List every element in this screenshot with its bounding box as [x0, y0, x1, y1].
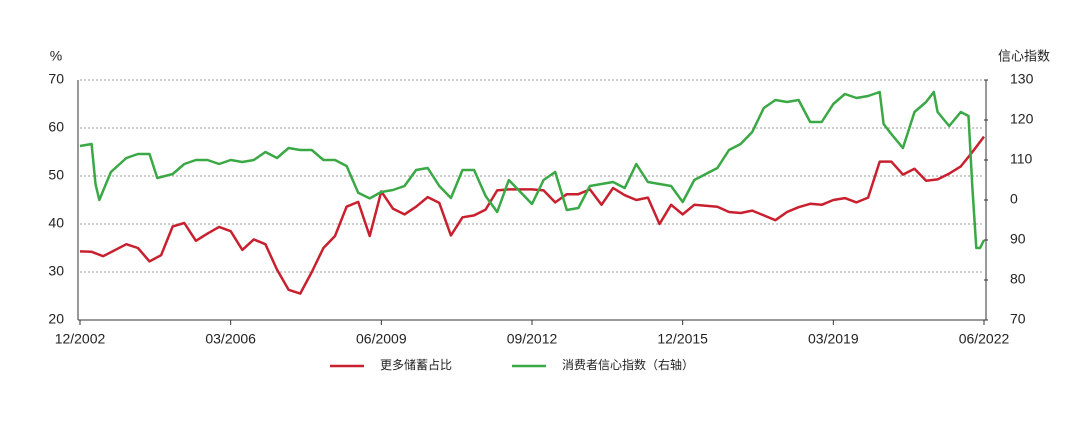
- x-tick-label: 06/2022: [959, 331, 1010, 347]
- y2-tick-label: 130: [1010, 71, 1034, 87]
- y-tick-label: 60: [48, 119, 64, 135]
- legend-text: 更多储蓄占比: [380, 357, 452, 372]
- y-tick-label: 50: [48, 167, 64, 183]
- y-unit: %: [50, 48, 62, 64]
- x-tick-label: 03/2006: [205, 331, 256, 347]
- series-line: [79, 90, 986, 250]
- y-tick-label: 30: [48, 263, 64, 279]
- y2-unit: 信心指数: [998, 48, 1050, 63]
- x-tick-label: 03/2019: [808, 331, 859, 347]
- x-tick-label: 12/2002: [55, 331, 106, 347]
- y-tick-label: 70: [48, 71, 64, 87]
- legend-text: 消费者信心指数（右轴）: [562, 357, 694, 372]
- y2-tick-label: 90: [1010, 231, 1026, 247]
- y2-tick-label: 110: [1010, 151, 1033, 167]
- y2-tick-label: 120: [1010, 111, 1034, 127]
- series-line: [79, 135, 985, 295]
- x-tick-label: 09/2012: [507, 331, 558, 347]
- y2-tick-label: 70: [1010, 311, 1026, 327]
- y-tick-label: 40: [48, 215, 64, 231]
- y2-tick-label: 0: [1010, 191, 1018, 207]
- x-tick-label: 12/2015: [657, 331, 708, 347]
- x-tick-label: 06/2009: [356, 331, 407, 347]
- y2-tick-label: 80: [1010, 271, 1026, 287]
- y-tick-label: 20: [48, 311, 64, 327]
